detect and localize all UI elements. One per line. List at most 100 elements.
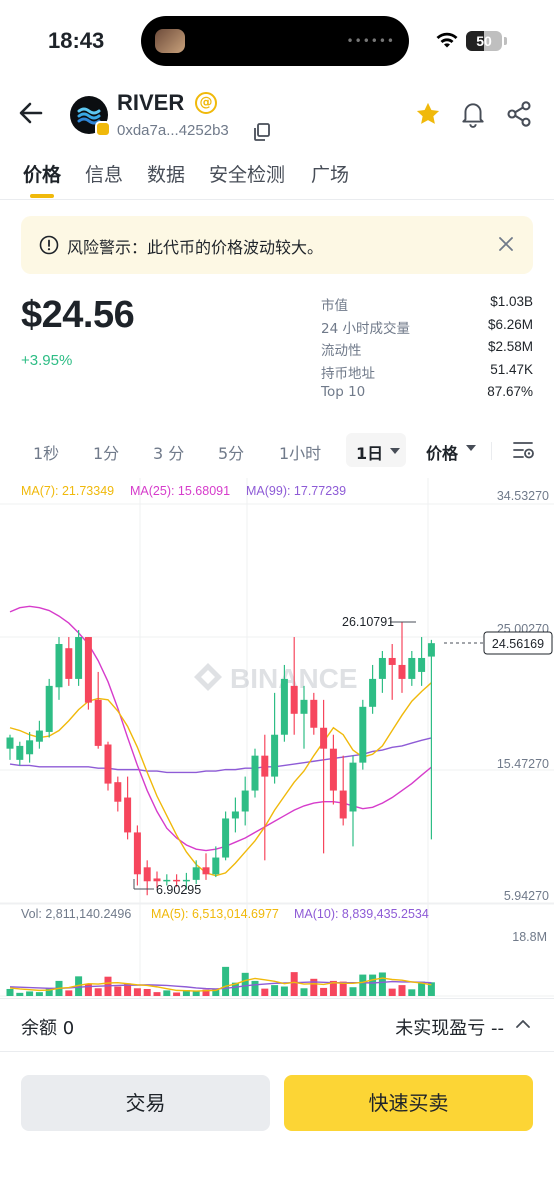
candle-body	[65, 648, 73, 679]
status-bar: 18:43 •••••• 50	[0, 0, 554, 84]
stat-top10: Top 10 87.67%	[321, 384, 533, 407]
volume-bar	[427, 982, 435, 996]
volume-bar	[398, 985, 406, 996]
ma7-label: MA(7): 21.73349	[21, 484, 114, 498]
trade-button[interactable]: 交易	[21, 1075, 270, 1131]
tab-data[interactable]: 数据	[147, 164, 186, 186]
volume-bar	[133, 988, 141, 996]
wifi-icon	[436, 32, 458, 48]
interval-1s[interactable]: 1秒	[33, 444, 60, 463]
candle-body	[124, 797, 132, 833]
candle-body	[231, 811, 239, 819]
stat-value: 51.47K	[490, 361, 533, 377]
low-annotation: 6.90295	[133, 879, 201, 897]
volume-bar	[251, 980, 259, 996]
back-arrow-icon[interactable]	[18, 98, 44, 128]
candle-body	[212, 857, 220, 875]
candles	[6, 621, 435, 896]
stat-label: 流动性	[321, 343, 362, 359]
price-type-dropdown[interactable]: 价格	[426, 440, 458, 464]
candle	[65, 637, 73, 686]
tab-info[interactable]: 信息	[85, 164, 124, 186]
volume-bar	[261, 988, 269, 996]
candle	[153, 871, 161, 889]
candle	[378, 650, 386, 693]
candle	[6, 734, 14, 760]
close-icon[interactable]	[497, 235, 515, 253]
interval-1m[interactable]: 1分	[93, 444, 120, 463]
volume-bar	[388, 988, 396, 996]
volume-bar	[182, 990, 190, 996]
candle	[280, 664, 288, 742]
volume-bar	[16, 992, 24, 996]
tab-price[interactable]: 价格	[23, 164, 62, 186]
stat-value: 87.67%	[487, 384, 533, 399]
info-circle-icon	[39, 235, 59, 255]
kline-chart-svg[interactable]: BINANCE MA(7): 21.73349 MA(25): 15.68091…	[0, 478, 554, 998]
ma25-label: MA(25): 15.68091	[130, 484, 230, 498]
binance-watermark: BINANCE	[194, 663, 358, 694]
ma99-label: MA(99): 17.77239	[246, 484, 346, 498]
volume-bar	[349, 987, 357, 996]
candle-body	[408, 657, 416, 679]
volume-bar	[280, 986, 288, 996]
balance-bar[interactable]: 余额 0 未实现盈亏 --	[0, 998, 554, 1052]
kline-chart[interactable]: BINANCE MA(7): 21.73349 MA(25): 15.68091…	[0, 478, 554, 998]
candle-body	[349, 762, 357, 812]
candle-body	[192, 867, 200, 880]
candle-body	[202, 867, 210, 875]
low-price-label: 6.90295	[156, 883, 201, 897]
star-icon[interactable]	[414, 100, 442, 128]
candle-body	[339, 790, 347, 819]
interval-5m[interactable]: 5分	[218, 444, 245, 463]
candle-body	[75, 637, 83, 679]
candle	[290, 637, 298, 735]
alpha-icon[interactable]: @	[195, 92, 217, 114]
candle	[173, 874, 181, 887]
chevron-up-icon[interactable]	[516, 1019, 530, 1029]
current-price: $24.56	[21, 294, 135, 336]
tab-security[interactable]: 安全检测	[209, 164, 286, 186]
stat-holders: 持币地址 51.47K	[321, 362, 533, 385]
candle-body	[418, 657, 426, 672]
stat-volume-24h: 24 小时成交量 $6.26M	[321, 317, 533, 340]
bell-icon[interactable]	[460, 100, 486, 128]
candle	[271, 692, 279, 784]
candle	[339, 755, 347, 826]
candle-body	[427, 643, 435, 657]
ma25-line	[9, 605, 432, 852]
volume-bar	[369, 974, 377, 996]
candle	[427, 639, 435, 840]
stat-value: $2.58M	[487, 339, 533, 354]
candle	[231, 797, 239, 833]
candle-body	[369, 678, 377, 707]
interval-3m[interactable]: 3 分	[153, 444, 185, 463]
candle	[261, 734, 269, 861]
candle-body	[114, 782, 122, 802]
stat-label: 持币地址	[321, 365, 375, 382]
volume-bar	[300, 988, 308, 996]
candle	[300, 685, 308, 749]
candle-body	[271, 734, 279, 777]
active-tab-indicator	[30, 194, 54, 198]
interval-1d-dropdown[interactable]: 1日	[346, 433, 406, 467]
risk-warning-text: 风险警示：此代币的价格波动较大。	[67, 238, 324, 257]
quick-buy-sell-button[interactable]: 快速买卖	[284, 1075, 533, 1131]
chart-settings-icon[interactable]	[512, 439, 536, 461]
interval-1h[interactable]: 1小时	[279, 444, 322, 463]
candle	[94, 671, 102, 749]
volume-bar	[310, 978, 318, 996]
copy-icon[interactable]	[252, 122, 272, 142]
volume-bar	[94, 988, 102, 996]
stat-value: $1.03B	[490, 294, 533, 309]
high-annotation: 26.10791	[342, 615, 416, 629]
tab-square[interactable]: 广场	[311, 164, 350, 186]
battery-level	[466, 31, 484, 51]
volume-label: Vol: 2,811,140.2496	[21, 907, 131, 921]
token-address: 0xda7a...4252b3	[117, 122, 229, 139]
y-tick-label: 5.94270	[504, 889, 549, 903]
candle-body	[398, 664, 406, 679]
share-icon[interactable]	[505, 100, 533, 128]
candle-body	[320, 727, 328, 749]
candle-body	[173, 879, 181, 882]
